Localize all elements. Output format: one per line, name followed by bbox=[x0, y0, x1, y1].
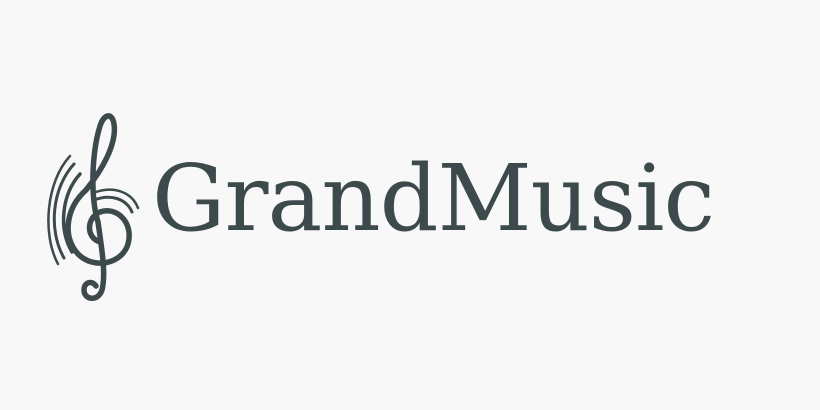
brand-name: GrandMusic bbox=[152, 145, 715, 252]
grandmusic-logo: GrandMusic bbox=[40, 104, 800, 304]
treble-clef-icon bbox=[47, 113, 140, 301]
